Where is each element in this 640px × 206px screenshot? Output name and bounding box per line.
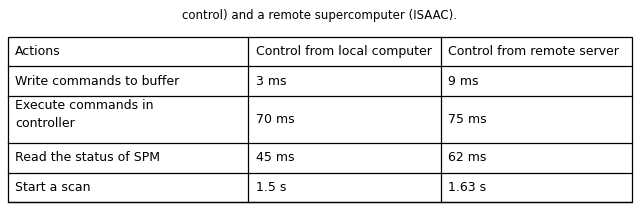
- Text: 62 ms: 62 ms: [448, 151, 486, 164]
- Text: 1.63 s: 1.63 s: [448, 181, 486, 194]
- Text: Write commands to buffer: Write commands to buffer: [15, 75, 180, 88]
- Text: 70 ms: 70 ms: [256, 113, 294, 126]
- Text: 1.5 s: 1.5 s: [256, 181, 286, 194]
- Text: Read the status of SPM: Read the status of SPM: [15, 151, 161, 164]
- Text: Control from remote server: Control from remote server: [448, 45, 619, 58]
- Text: Actions: Actions: [15, 45, 61, 58]
- Text: Execute commands in
controller: Execute commands in controller: [15, 99, 154, 130]
- Text: 75 ms: 75 ms: [448, 113, 487, 126]
- Text: 45 ms: 45 ms: [256, 151, 294, 164]
- Bar: [8, 37, 632, 202]
- Text: control) and a remote supercomputer (ISAAC).: control) and a remote supercomputer (ISA…: [182, 9, 458, 22]
- Text: 3 ms: 3 ms: [256, 75, 286, 88]
- Text: Start a scan: Start a scan: [15, 181, 91, 194]
- Text: Control from local computer: Control from local computer: [256, 45, 432, 58]
- Text: 9 ms: 9 ms: [448, 75, 479, 88]
